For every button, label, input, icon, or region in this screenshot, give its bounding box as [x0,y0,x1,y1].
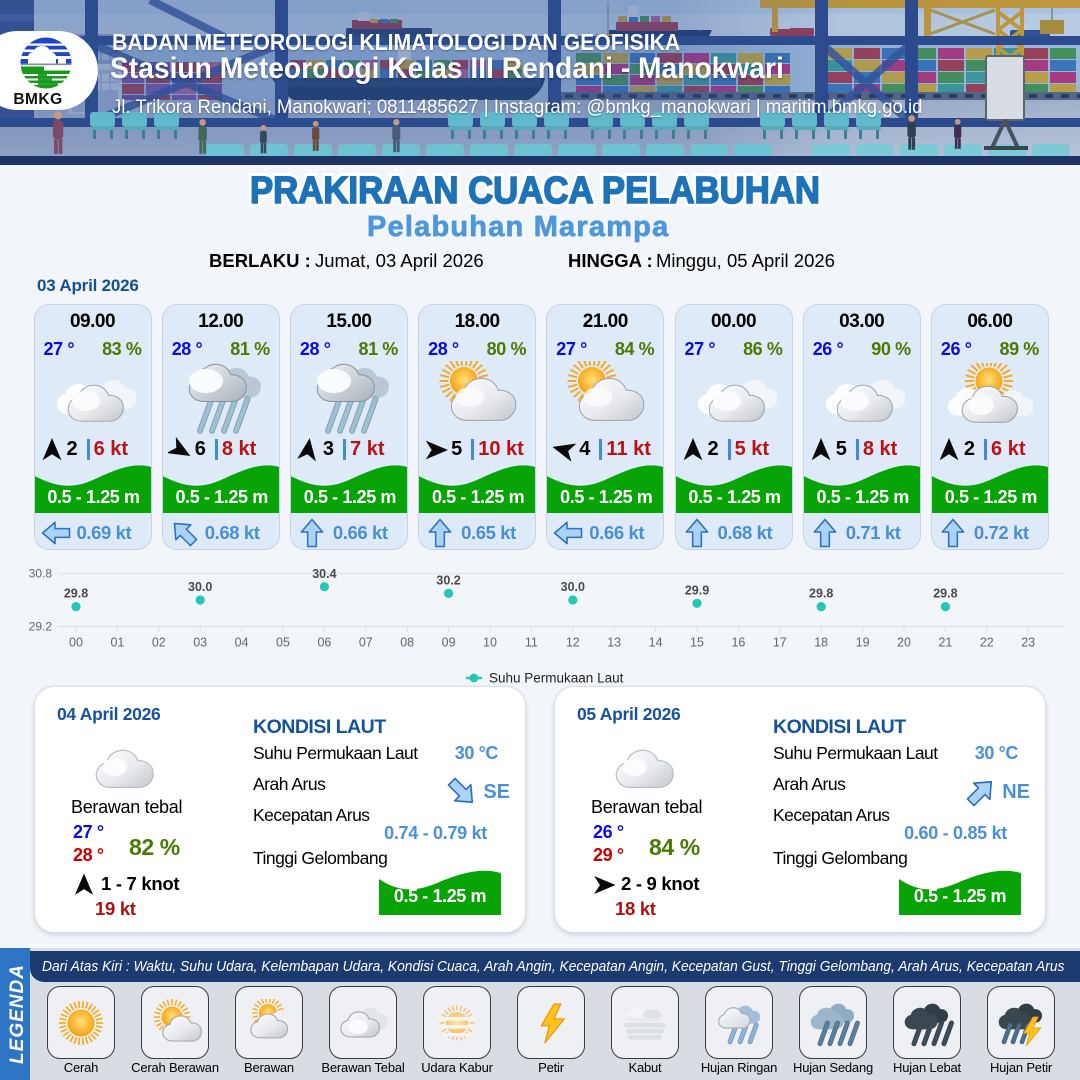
svg-text:14: 14 [649,636,663,650]
svg-text:11: 11 [525,636,538,650]
svg-text:23: 23 [1021,636,1035,650]
svg-text:10: 10 [483,636,497,650]
svg-text:09: 09 [442,636,456,650]
svg-text:13: 13 [607,636,621,650]
svg-text:PRAKIRAAN CUACA PELABUHAN: PRAKIRAAN CUACA PELABUHAN [250,170,820,212]
svg-text:01: 01 [110,636,124,650]
svg-text:29.8: 29.8 [64,587,88,601]
svg-text:03: 03 [193,636,207,650]
svg-text:30.2: 30.2 [436,573,460,587]
svg-text:PRAKIRAAN CUACA PELABUHAN: PRAKIRAAN CUACA PELABUHAN [250,170,820,212]
svg-text:30.0: 30.0 [188,580,212,594]
svg-text:06: 06 [317,636,331,650]
svg-text:Suhu Permukaan Laut: Suhu Permukaan Laut [489,671,624,686]
svg-text:07: 07 [359,636,373,650]
svg-text:29.2: 29.2 [29,620,53,634]
svg-text:30.8: 30.8 [29,567,53,581]
svg-text:19: 19 [856,636,870,650]
svg-text:05: 05 [276,636,290,650]
svg-text:29.8: 29.8 [809,587,833,601]
svg-text:18: 18 [814,636,828,650]
svg-text:16: 16 [731,636,745,650]
svg-text:22: 22 [980,636,994,650]
svg-text:02: 02 [152,636,166,650]
svg-text:30.0: 30.0 [561,580,585,594]
svg-text:29.8: 29.8 [933,587,957,601]
svg-text:20: 20 [897,636,911,650]
svg-text:08: 08 [400,636,414,650]
svg-text:17: 17 [773,636,787,650]
svg-text:30.4: 30.4 [312,567,336,581]
svg-text:00: 00 [69,636,83,650]
svg-text:15: 15 [690,636,704,650]
svg-text:21: 21 [938,636,952,650]
svg-text:12: 12 [566,636,580,650]
svg-text:29.9: 29.9 [685,583,709,597]
svg-text:04: 04 [235,636,249,650]
